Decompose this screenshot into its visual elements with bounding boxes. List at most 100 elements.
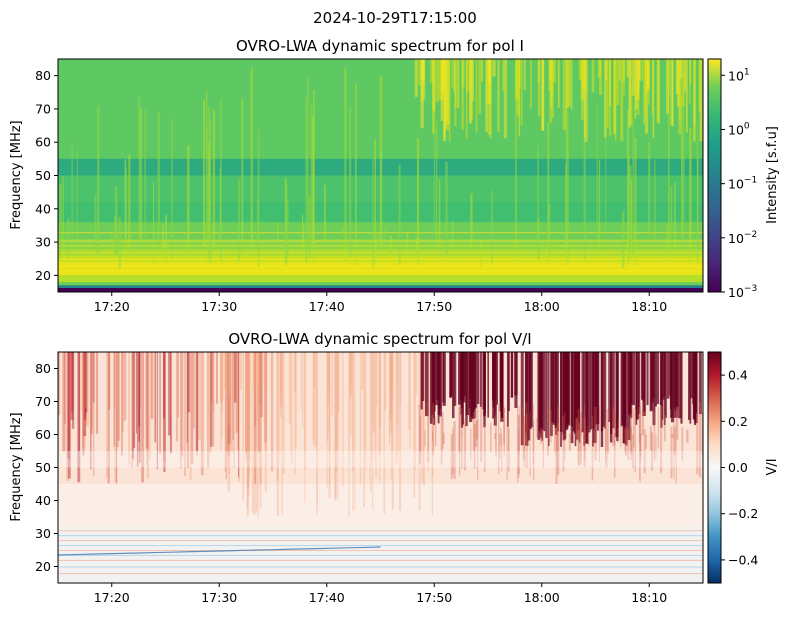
polarized-streak <box>259 352 262 509</box>
polarized-streak <box>522 422 525 460</box>
y-tick-label: 20 <box>35 559 51 574</box>
polarized-streak <box>254 352 256 407</box>
polarized-streak <box>238 352 240 478</box>
polarized-streak <box>535 417 537 438</box>
figure-suptitle: 2024-10-29T17:15:00 <box>313 9 477 27</box>
polarized-streak <box>490 422 492 453</box>
polarized-streak <box>58 352 60 416</box>
burst-streak <box>71 143 73 242</box>
polarized-streak <box>259 352 263 418</box>
burst-streak <box>313 90 315 263</box>
polarized-streak <box>383 352 386 514</box>
burst-streak <box>284 178 287 237</box>
polarized-streak <box>116 352 119 448</box>
strong-polarization <box>562 352 566 441</box>
high-frequency-emission <box>634 59 637 119</box>
polarized-streak <box>280 352 283 418</box>
burst-streak <box>111 229 113 263</box>
polarized-streak <box>209 352 213 448</box>
burst-streak <box>682 72 685 241</box>
high-frequency-emission <box>683 59 687 92</box>
high-frequency-emission <box>421 59 425 80</box>
polarized-streak <box>390 352 392 479</box>
polarized-streak <box>117 352 120 441</box>
high-frequency-emission <box>614 59 617 141</box>
burst-streak <box>406 232 409 254</box>
burst-streak <box>491 190 494 264</box>
strong-polarization <box>438 352 441 409</box>
polarized-streak <box>258 352 261 405</box>
polarized-streak <box>216 352 218 404</box>
burst-streak <box>627 109 629 267</box>
polarized-streak <box>184 352 186 477</box>
colorbar-tick-label: −0.2 <box>728 506 758 521</box>
polarized-streak <box>334 352 337 498</box>
polarized-streak <box>141 352 145 483</box>
burst-streak <box>565 163 567 246</box>
panel2-y-axis: 20 30 40 50 60 70 80 <box>35 361 58 574</box>
polarized-streak <box>653 411 656 461</box>
x-tick-label: 18:00 <box>524 590 560 605</box>
mid-frequency-zone <box>58 484 703 527</box>
polarized-streak <box>282 352 285 475</box>
polarized-streak <box>624 427 628 456</box>
polarized-streak <box>177 352 179 418</box>
polarized-streak <box>441 411 444 449</box>
rfi-band <box>58 451 703 468</box>
polarized-streak <box>391 352 394 397</box>
polarized-streak <box>146 352 149 466</box>
polarized-streak <box>555 427 557 458</box>
polarized-streak <box>639 406 642 463</box>
panel1-ylabel: Frequency [MHz] <box>9 120 24 229</box>
polarized-streak <box>463 419 467 471</box>
strong-polarization <box>436 352 440 400</box>
x-tick-label: 17:50 <box>416 299 452 314</box>
strong-polarization <box>499 352 502 412</box>
high-frequency-emission <box>643 59 646 125</box>
polarized-streak <box>525 402 528 445</box>
high-frequency-emission <box>488 59 492 104</box>
burst-streak <box>565 60 568 265</box>
polarized-streak <box>645 434 647 449</box>
polarized-streak <box>251 352 254 513</box>
burst-streak <box>629 165 632 253</box>
polarized-streak <box>81 352 83 412</box>
polarized-streak <box>671 434 674 438</box>
polarized-streak <box>442 432 445 445</box>
polarized-streak <box>312 352 315 441</box>
burst-streak <box>171 118 173 259</box>
strong-polarization <box>592 352 595 429</box>
polarized-streak <box>422 352 424 465</box>
polarized-streak <box>506 419 508 481</box>
burst-streak <box>480 240 482 269</box>
polarized-streak <box>245 352 247 462</box>
high-frequency-emission <box>618 59 621 81</box>
polarized-streak <box>532 403 534 465</box>
polarized-streak <box>264 352 267 443</box>
polarized-streak <box>121 352 123 457</box>
polarized-streak <box>226 352 230 468</box>
polarized-streak <box>248 352 250 472</box>
panel2-x-axis: 17:20 17:30 17:40 17:50 18:00 18:10 <box>94 583 667 605</box>
strong-polarization <box>573 352 577 434</box>
polarized-streak <box>431 352 434 516</box>
high-frequency-emission <box>578 59 583 80</box>
polarized-streak <box>500 427 502 446</box>
polarized-streak <box>259 352 262 484</box>
strong-polarization <box>567 352 571 426</box>
polarized-streak <box>598 405 600 463</box>
polarized-streak <box>453 421 456 479</box>
polarized-streak <box>84 352 88 413</box>
burst-streak <box>537 145 539 252</box>
colorbar-tick-label: 0.2 <box>728 414 748 429</box>
polarized-streak <box>350 352 352 436</box>
polarized-streak <box>227 352 229 422</box>
polarized-streak <box>354 352 356 511</box>
burst-streak <box>152 181 155 265</box>
rfi-line <box>58 252 703 254</box>
polarized-streak <box>521 407 523 442</box>
polarized-streak <box>337 352 340 414</box>
rfi-line <box>58 566 703 568</box>
polarized-streak <box>131 352 134 468</box>
strong-polarization <box>511 352 513 398</box>
